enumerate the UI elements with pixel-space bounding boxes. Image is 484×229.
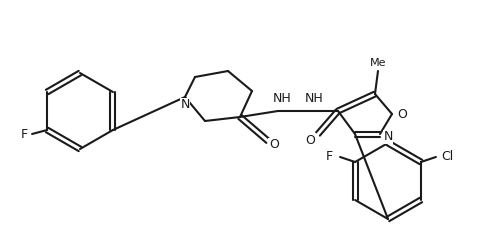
Text: NH: NH (272, 93, 291, 106)
Text: N: N (181, 98, 190, 112)
Text: NH: NH (304, 93, 323, 106)
Text: N: N (383, 131, 393, 144)
Text: Cl: Cl (441, 150, 453, 164)
Text: F: F (326, 150, 333, 164)
Text: O: O (269, 139, 279, 152)
Text: Me: Me (370, 58, 386, 68)
Text: O: O (305, 134, 315, 147)
Text: O: O (397, 107, 407, 120)
Text: F: F (20, 128, 28, 142)
